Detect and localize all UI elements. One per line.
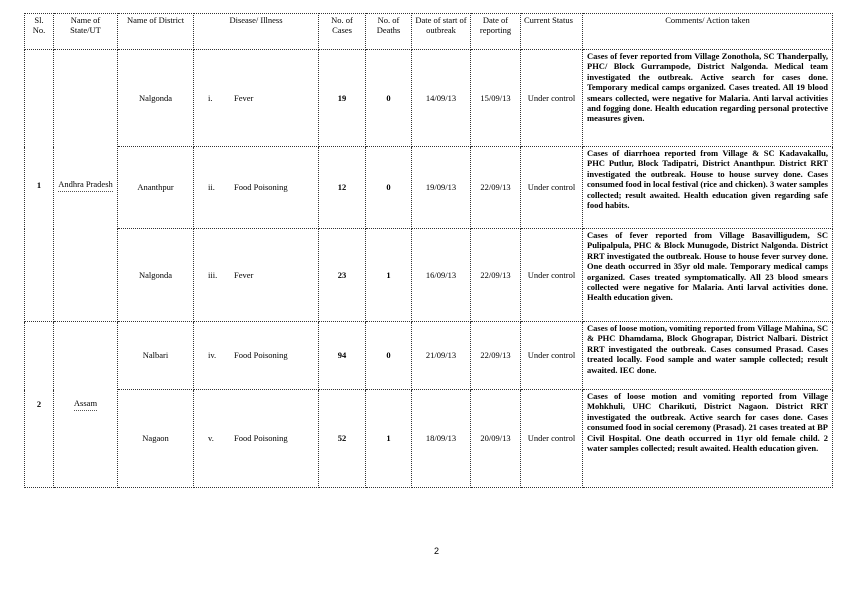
disease-name: Food Poisoning xyxy=(234,433,288,444)
table-row: 2 Assam Nalbari iv. Food Poisoning 94 0 2… xyxy=(24,321,833,488)
district: Nalgonda xyxy=(117,49,194,147)
table-row: 1 Andhra Pradesh Nalgonda i. Fever 19 0 1… xyxy=(24,49,833,322)
deaths: 1 xyxy=(365,389,412,488)
header-report: Date of reporting xyxy=(470,13,521,50)
cases: 52 xyxy=(318,389,366,488)
disease: ii. Food Poisoning xyxy=(193,146,319,229)
state-name: Assam xyxy=(53,321,118,488)
cases: 12 xyxy=(318,146,366,229)
page-number: 2 xyxy=(434,546,440,556)
disease-name: Fever xyxy=(234,92,254,103)
outbreak-table: Sl. No. Name of State/UT Name of Distric… xyxy=(24,13,833,488)
header-sl: Sl. No. xyxy=(24,13,54,50)
cases: 19 xyxy=(318,49,366,147)
header-row: Sl. No. Name of State/UT Name of Distric… xyxy=(24,13,833,50)
district: Nalgonda xyxy=(117,228,194,322)
report-date: 20/09/13 xyxy=(470,389,521,488)
report-date: 22/09/13 xyxy=(470,146,521,229)
deaths: 0 xyxy=(365,146,412,229)
header-deaths: No. of Deaths xyxy=(365,13,412,50)
deaths: 1 xyxy=(365,228,412,322)
report-date: 22/09/13 xyxy=(470,228,521,322)
disease-number: ii. xyxy=(208,182,215,193)
sl-number: 1 xyxy=(24,49,54,322)
comments: Cases of loose motion and vomiting repor… xyxy=(582,389,833,488)
header-state: Name of State/UT xyxy=(53,13,118,50)
header-cases: No. of Cases xyxy=(318,13,366,50)
disease-number: v. xyxy=(208,433,214,444)
status: Under control xyxy=(520,146,583,229)
state-label: Assam xyxy=(73,398,98,412)
sl-number: 2 xyxy=(24,321,54,488)
table-row: Nagaon v. Food Poisoning 52 1 18/09/13 20… xyxy=(25,389,833,488)
comments: Cases of diarrhoea reported from Village… xyxy=(582,146,833,229)
disease-name: Food Poisoning xyxy=(234,182,288,193)
deaths: 0 xyxy=(365,321,412,390)
status: Under control xyxy=(520,321,583,390)
start-date: 19/09/13 xyxy=(411,146,471,229)
status: Under control xyxy=(520,49,583,147)
start-date: 16/09/13 xyxy=(411,228,471,322)
disease: iii. Fever xyxy=(193,228,319,322)
comments: Cases of loose motion, vomiting reported… xyxy=(582,321,833,390)
start-date: 18/09/13 xyxy=(411,389,471,488)
header-start: Date of start of outbreak xyxy=(411,13,471,50)
header-status: Current Status xyxy=(520,13,583,50)
header-comments: Comments/ Action taken xyxy=(582,13,833,50)
report-date: 22/09/13 xyxy=(470,321,521,390)
disease-number: iv. xyxy=(208,350,217,361)
table-row: Nalgonda iii. Fever 23 1 16/09/13 22/09/1… xyxy=(25,228,833,322)
status: Under control xyxy=(520,389,583,488)
table-row: Ananthpur ii. Food Poisoning 12 0 19/09/1… xyxy=(25,146,833,229)
comments: Cases of fever reported from Village Bas… xyxy=(582,228,833,322)
report-date: 15/09/13 xyxy=(470,49,521,147)
start-date: 21/09/13 xyxy=(411,321,471,390)
district: Nalbari xyxy=(117,321,194,390)
disease: i. Fever xyxy=(193,49,319,147)
state-label: Andhra Pradesh xyxy=(58,179,113,193)
district: Ananthpur xyxy=(117,146,194,229)
cases: 94 xyxy=(318,321,366,390)
disease: v. Food Poisoning xyxy=(193,389,319,488)
comments: Cases of fever reported from Village Zon… xyxy=(582,49,833,147)
disease-number: i. xyxy=(208,92,213,103)
deaths: 0 xyxy=(365,49,412,147)
start-date: 14/09/13 xyxy=(411,49,471,147)
district: Nagaon xyxy=(117,389,194,488)
disease-number: iii. xyxy=(208,269,218,280)
cases: 23 xyxy=(318,228,366,322)
header-disease: Disease/ Illness xyxy=(193,13,319,50)
disease: iv. Food Poisoning xyxy=(193,321,319,390)
disease-name: Fever xyxy=(234,269,254,280)
status: Under control xyxy=(520,228,583,322)
disease-name: Food Poisoning xyxy=(234,350,288,361)
header-district: Name of District xyxy=(117,13,194,50)
state-name: Andhra Pradesh xyxy=(53,49,118,322)
